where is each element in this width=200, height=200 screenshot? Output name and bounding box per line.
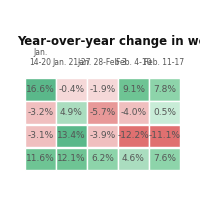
Text: 12.1%: 12.1% xyxy=(57,154,86,163)
Bar xyxy=(56,78,87,101)
Text: 11.6%: 11.6% xyxy=(26,154,55,163)
Text: Year-over-year change in weekly US travel sales: Year-over-year change in weekly US trave… xyxy=(17,35,200,48)
Text: Feb. 4-10: Feb. 4-10 xyxy=(116,58,151,67)
Text: 7.6%: 7.6% xyxy=(153,154,176,163)
Bar xyxy=(118,125,149,147)
Text: Feb. 11-17: Feb. 11-17 xyxy=(144,58,185,67)
Text: -4.0%: -4.0% xyxy=(120,108,147,117)
Text: Jan.
14-20: Jan. 14-20 xyxy=(30,48,52,67)
Text: 16.6%: 16.6% xyxy=(26,85,55,94)
Bar xyxy=(149,78,180,101)
Bar xyxy=(56,101,87,124)
Text: -5.7%: -5.7% xyxy=(89,108,116,117)
Bar xyxy=(25,125,56,147)
Bar xyxy=(56,125,87,147)
Text: -3.2%: -3.2% xyxy=(27,108,54,117)
Bar xyxy=(25,148,56,170)
Text: 0.5%: 0.5% xyxy=(153,108,176,117)
Bar xyxy=(149,101,180,124)
Bar xyxy=(118,101,149,124)
Bar xyxy=(25,101,56,124)
Bar xyxy=(87,125,118,147)
Text: -3.9%: -3.9% xyxy=(89,131,116,140)
Text: -1.9%: -1.9% xyxy=(89,85,116,94)
Text: Jan. 21-27: Jan. 21-27 xyxy=(52,58,91,67)
Text: -12.2%: -12.2% xyxy=(118,131,149,140)
Text: 4.6%: 4.6% xyxy=(122,154,145,163)
Text: 4.9%: 4.9% xyxy=(60,108,83,117)
Bar xyxy=(87,101,118,124)
Text: -11.1%: -11.1% xyxy=(148,131,180,140)
Bar xyxy=(87,78,118,101)
Bar xyxy=(25,78,56,101)
Bar xyxy=(149,148,180,170)
Text: 7.8%: 7.8% xyxy=(153,85,176,94)
Text: Jan. 28-Feb 3: Jan. 28-Feb 3 xyxy=(78,58,127,67)
Bar xyxy=(118,78,149,101)
Text: -0.4%: -0.4% xyxy=(58,85,85,94)
Bar xyxy=(56,148,87,170)
Text: 13.4%: 13.4% xyxy=(57,131,86,140)
Bar xyxy=(149,125,180,147)
Bar xyxy=(118,148,149,170)
Text: 9.1%: 9.1% xyxy=(122,85,145,94)
Bar xyxy=(87,148,118,170)
Text: 6.2%: 6.2% xyxy=(91,154,114,163)
Text: -3.1%: -3.1% xyxy=(27,131,54,140)
